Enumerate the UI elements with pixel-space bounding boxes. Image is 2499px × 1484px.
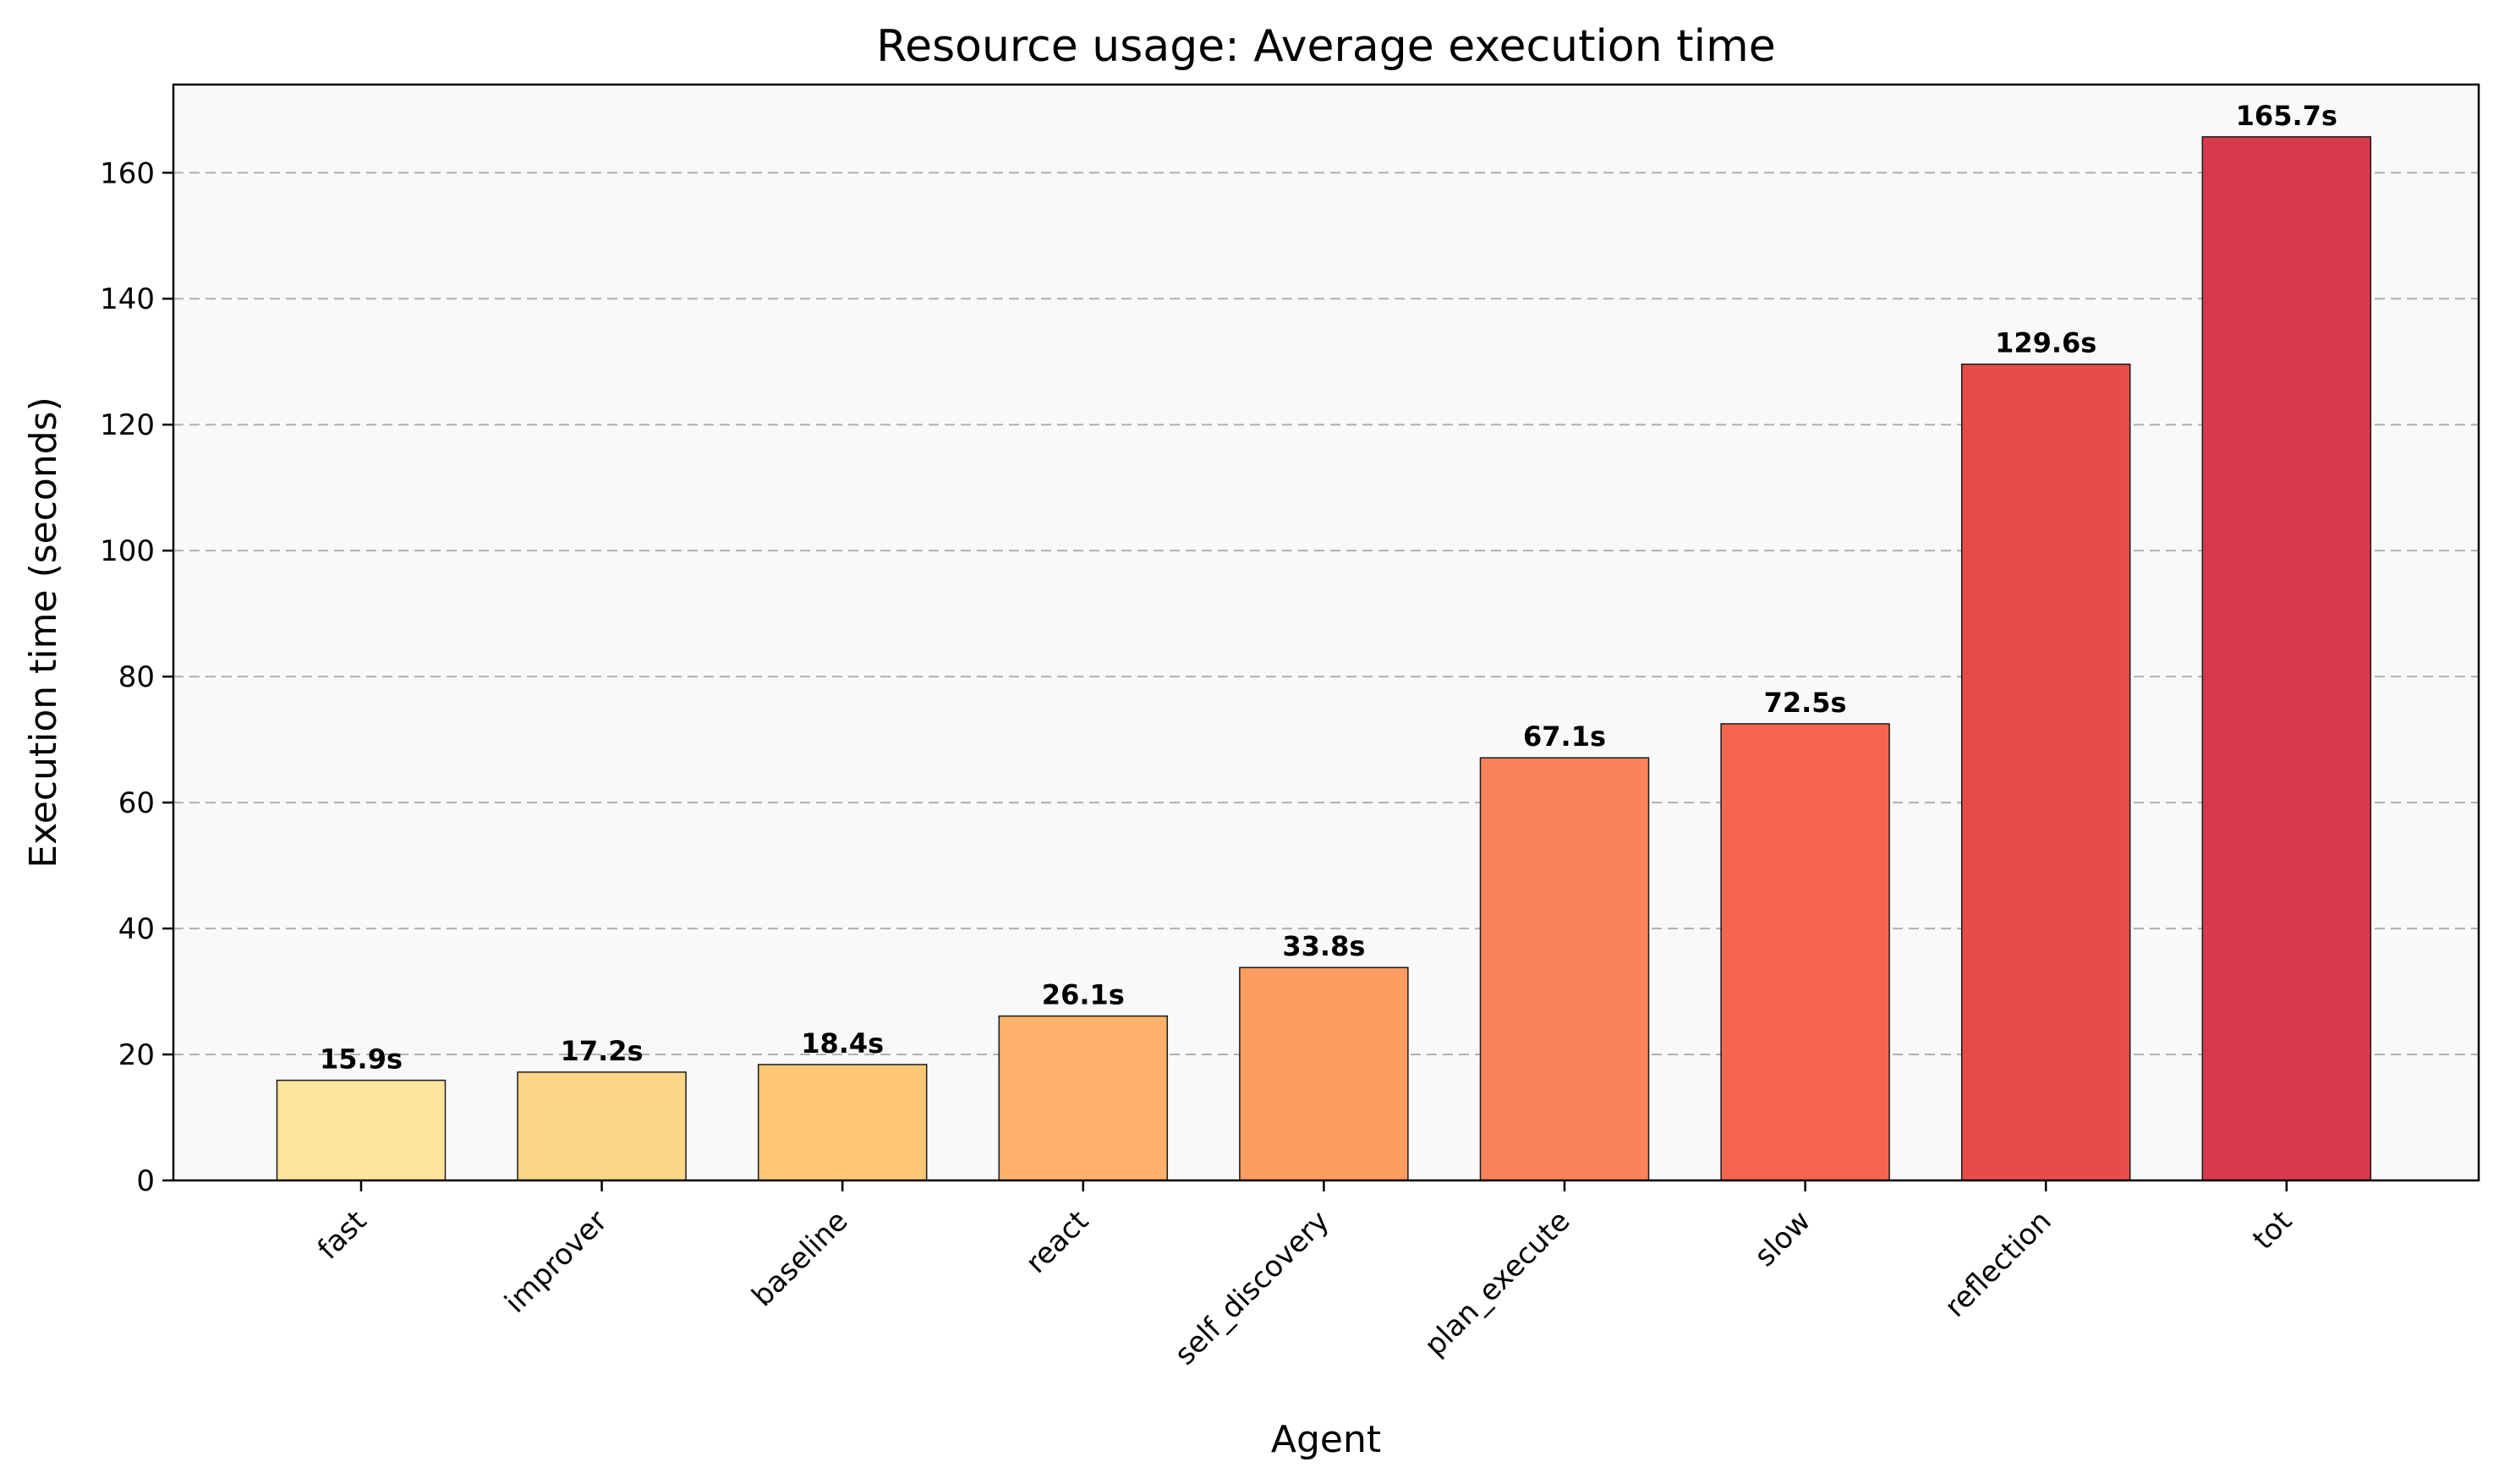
data-label: 26.1s xyxy=(1042,979,1125,1011)
y-tick-label: 20 xyxy=(118,1038,155,1072)
data-label: 33.8s xyxy=(1282,930,1365,962)
x-tick-label: improver xyxy=(498,1204,614,1320)
y-tick-label: 60 xyxy=(118,786,155,820)
y-axis: 0 20 40 60 80 100 120 140 160 xyxy=(100,156,173,1198)
y-tick-label: 40 xyxy=(118,912,155,946)
data-labels: 15.9s 17.2s 18.4s 26.1s 33.8s 67.1s 72.5s 129.6… xyxy=(320,100,2337,1076)
bar-self-discovery xyxy=(1239,967,1409,1181)
data-label: 165.7s xyxy=(2236,100,2337,132)
bar-baseline xyxy=(757,1064,928,1181)
data-label: 17.2s xyxy=(561,1035,644,1067)
x-tick-label: baseline xyxy=(746,1204,855,1313)
y-axis-label: Execution time (seconds) xyxy=(22,397,65,868)
data-label: 18.4s xyxy=(801,1027,884,1060)
data-label: 15.9s xyxy=(320,1043,403,1076)
y-tick-label: 140 xyxy=(100,282,155,316)
bar-improver xyxy=(517,1071,687,1181)
data-label: 72.5s xyxy=(1764,687,1847,719)
bar-slow xyxy=(1720,723,1890,1181)
x-axis-label: Agent xyxy=(1271,1418,1381,1461)
chart-title: Resource usage: Average execution time xyxy=(876,21,1775,72)
bars xyxy=(276,136,2372,1181)
y-tick-label: 120 xyxy=(100,408,155,442)
y-tick-label: 0 xyxy=(136,1164,155,1198)
y-tick-label: 160 xyxy=(100,156,155,190)
data-label: 129.6s xyxy=(1995,327,2096,359)
bar-react xyxy=(998,1015,1169,1181)
y-tick-label: 80 xyxy=(118,660,155,694)
x-tick-label: slow xyxy=(1748,1204,1817,1273)
x-tick-label: plan_execute xyxy=(1418,1204,1577,1363)
bar-reflection xyxy=(1960,363,2131,1181)
bar-plan-execute xyxy=(1479,757,1650,1181)
plot-frame xyxy=(172,83,2480,1182)
x-tick-label: fast xyxy=(311,1204,373,1266)
x-tick-label: self_discovery xyxy=(1168,1204,1335,1372)
x-tick-label: tot xyxy=(2246,1204,2299,1257)
x-tick-label: react xyxy=(1019,1204,1095,1280)
x-tick-label: reflection xyxy=(1938,1204,2058,1324)
bar-tot xyxy=(2201,136,2372,1181)
x-axis: fast improver baseline react self_discovery p… xyxy=(311,1180,2299,1372)
y-tick-label: 100 xyxy=(100,534,155,568)
bar-fast xyxy=(276,1079,447,1181)
data-label: 67.1s xyxy=(1523,720,1606,753)
